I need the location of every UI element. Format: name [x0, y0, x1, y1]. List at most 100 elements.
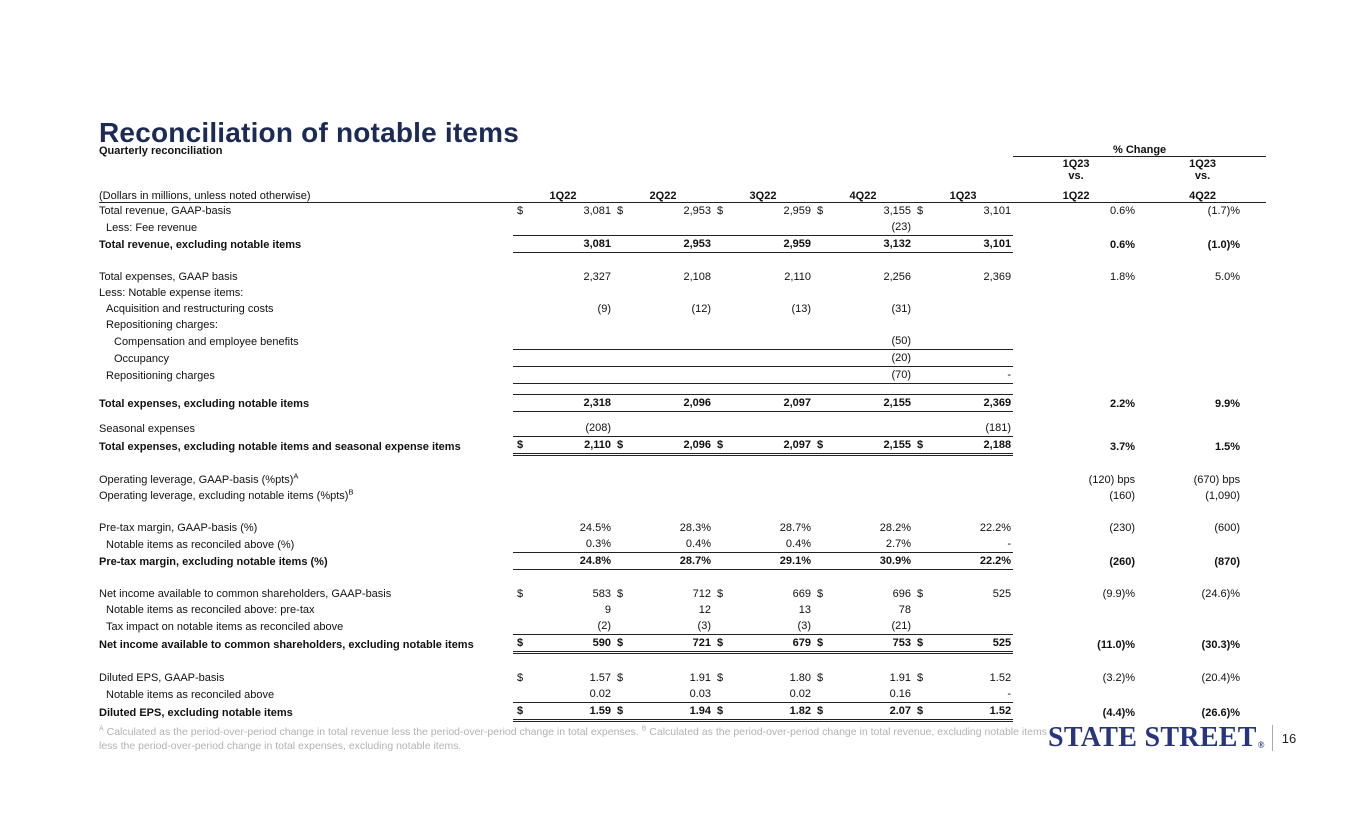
currency-cell: [713, 602, 728, 618]
change-cell: [1139, 420, 1266, 437]
value-cell: [528, 219, 613, 236]
value-cell: 1.80: [789, 672, 811, 684]
spacer-cell: [99, 455, 1266, 473]
change-cell: (24.6)%: [1201, 588, 1241, 600]
quarter-header: 1Q22: [513, 182, 613, 203]
value-cell: [628, 333, 713, 350]
row-label: Total expenses, excluding notable items …: [99, 440, 461, 453]
change-cell: [1013, 602, 1139, 618]
change-cell: (120) bps: [1088, 474, 1136, 486]
quarterly-reconciliation: Quarterly reconciliation % Change 1Q23 1…: [99, 140, 1267, 722]
change-cell: (1.7)%: [1207, 205, 1241, 217]
value-cell: 2,327: [583, 271, 611, 283]
value-cell: 3,101: [928, 235, 1014, 253]
currency-cell: [613, 488, 628, 504]
value-cell: [528, 285, 613, 301]
currency-cell: [613, 602, 628, 618]
value-cell: [528, 333, 613, 350]
value-cell: 753: [828, 634, 913, 654]
value-cell: 2,953: [628, 235, 713, 253]
change-col-period: 1Q23: [1062, 158, 1090, 170]
currency-cell: [813, 602, 828, 618]
value-cell: [928, 301, 1013, 317]
value-cell: 2,959: [728, 235, 813, 253]
table-row: Repositioning charges (70) -: [99, 366, 1266, 384]
currency-cell: $: [713, 634, 728, 654]
table-row: Notable items as reconciled above (%) 0.3…: [99, 536, 1266, 553]
value-cell: 28.3%: [679, 522, 711, 534]
currency-cell: [513, 536, 528, 553]
value-cell: 12: [698, 604, 711, 616]
currency-cell: $: [717, 588, 724, 600]
pct-change-header: % Change: [1013, 140, 1267, 157]
change-cell: [1139, 285, 1266, 301]
spacer-cell: [99, 653, 1266, 671]
value-cell: 525: [928, 634, 1014, 654]
logo-text: STATE STREET: [1048, 722, 1257, 753]
value-cell: 679: [728, 634, 813, 654]
row-label: Total expenses, GAAP basis: [99, 271, 238, 283]
currency-cell: [613, 472, 628, 488]
value-cell: 2,369: [928, 394, 1014, 412]
value-cell: 1.82: [728, 702, 813, 722]
value-cell: (50): [828, 333, 913, 350]
change-cell: [1139, 301, 1266, 317]
currency-cell: [513, 366, 528, 384]
currency-cell: [913, 420, 928, 437]
currency-cell: [813, 420, 828, 437]
change-cell: (1.0)%: [1207, 238, 1241, 251]
value-cell: 2,097: [728, 436, 813, 456]
currency-cell: $: [513, 634, 528, 654]
currency-cell: [813, 686, 828, 703]
currency-cell: [913, 536, 928, 553]
value-cell: 3,081: [583, 205, 611, 217]
table-row: Pre-tax margin, excluding notable items …: [99, 552, 1266, 570]
currency-cell: [513, 472, 528, 488]
currency-cell: [813, 269, 828, 285]
row-label: Total expenses, excluding notable items: [99, 397, 310, 410]
value-cell: 3,101: [983, 205, 1012, 217]
reconciliation-table: Quarterly reconciliation % Change 1Q23 1…: [99, 140, 1267, 722]
currency-cell: [913, 602, 928, 618]
table-row: Diluted EPS, GAAP-basis $1.57 $1.91 $1.80 $1…: [99, 670, 1266, 686]
value-cell: 2,155: [828, 394, 913, 412]
quarter-header: 3Q22: [713, 182, 813, 203]
page-number: 16: [1281, 730, 1297, 746]
currency-cell: $: [513, 702, 528, 722]
currency-cell: [813, 219, 828, 236]
value-cell: (9): [597, 303, 611, 315]
currency-cell: [513, 301, 528, 317]
currency-cell: [713, 349, 728, 367]
value-cell: 2,096: [628, 394, 713, 412]
value-cell: (2): [597, 620, 611, 632]
currency-cell: [713, 618, 728, 635]
currency-cell: $: [613, 634, 628, 654]
currency-cell: [913, 285, 928, 301]
currency-cell: $: [717, 672, 724, 684]
currency-cell: [813, 235, 828, 253]
row-label: Diluted EPS, GAAP-basis: [99, 672, 225, 684]
currency-cell: $: [817, 205, 824, 217]
currency-cell: $: [517, 205, 524, 217]
value-cell: [928, 317, 1013, 333]
value-cell: (31): [891, 303, 911, 315]
change-cell: 5.0%: [1215, 271, 1241, 283]
row-label: Tax impact on notable items as reconcile…: [106, 620, 344, 633]
change-cell: (600): [1214, 522, 1241, 534]
currency-cell: [813, 394, 828, 412]
currency-cell: [513, 686, 528, 703]
table-row: Notable items as reconciled above: pre-t…: [99, 602, 1266, 618]
column-header-row: (Dollars in millions, unless noted other…: [99, 182, 1267, 203]
value-cell: (21): [891, 620, 911, 632]
currency-cell: $: [513, 436, 528, 456]
change-cell: (870): [1214, 555, 1241, 568]
currency-cell: [713, 552, 728, 570]
value-cell: [928, 472, 1013, 488]
change-cell: 0.6%: [1110, 205, 1136, 217]
value-cell: 2,155: [828, 436, 913, 456]
value-cell: 28.2%: [879, 522, 911, 534]
currency-cell: [613, 618, 628, 635]
table-row: Tax impact on notable items as reconcile…: [99, 618, 1266, 635]
currency-cell: [913, 394, 928, 412]
value-cell: 2,108: [683, 271, 711, 283]
